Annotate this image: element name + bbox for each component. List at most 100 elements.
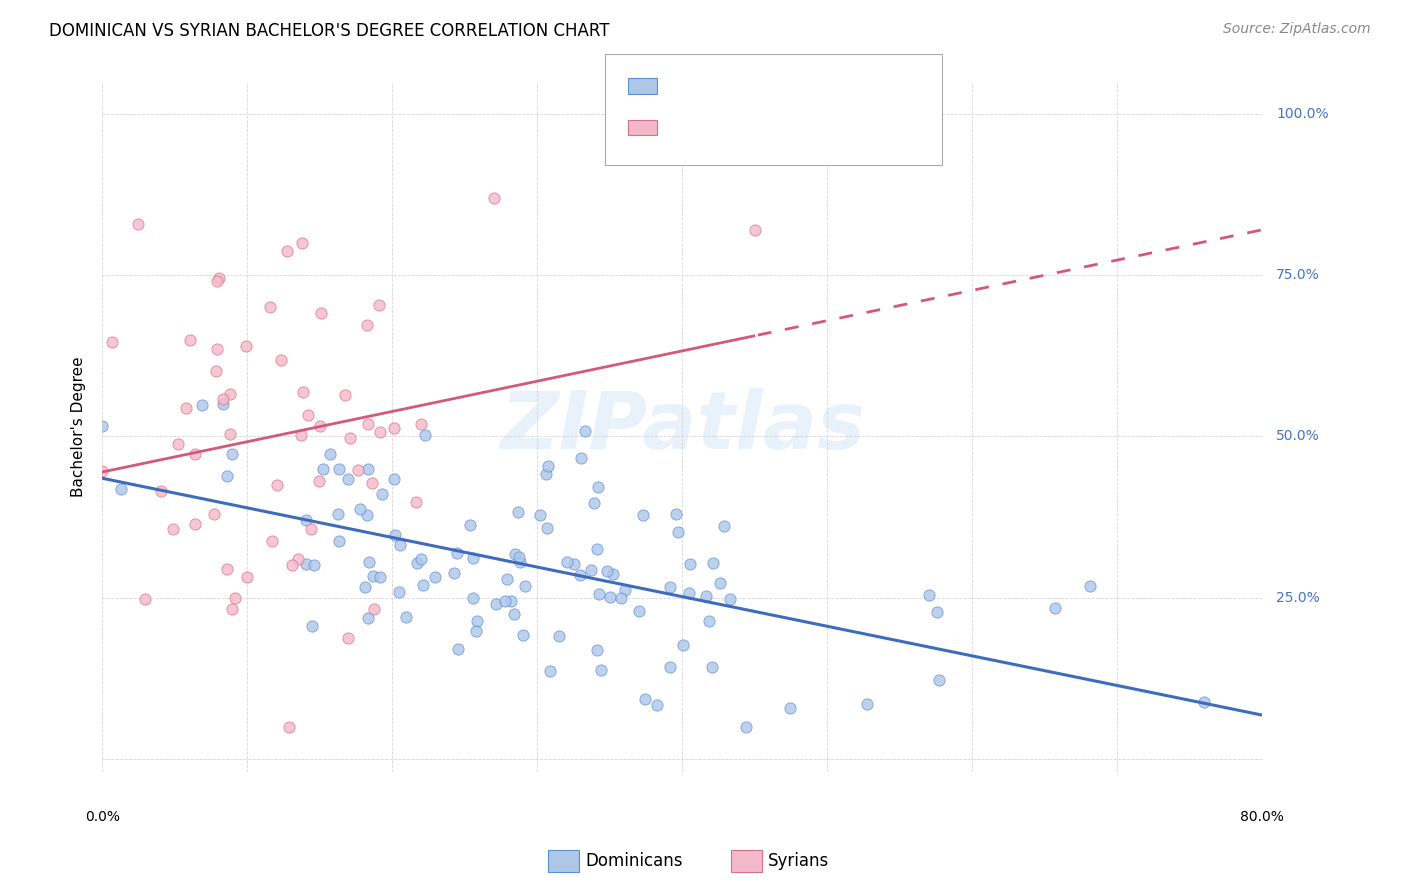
Point	[1192, 695, 1215, 709]
Point	[672, 638, 695, 652]
Point	[311, 306, 333, 320]
Point	[583, 496, 606, 510]
Point	[357, 555, 380, 569]
Point	[371, 487, 394, 501]
Point	[588, 587, 610, 601]
Point	[591, 664, 613, 678]
Point	[184, 447, 207, 461]
Text: Source: ZipAtlas.com: Source: ZipAtlas.com	[1223, 22, 1371, 37]
Point	[538, 664, 561, 678]
Point	[174, 401, 197, 416]
Text: 50.0%: 50.0%	[1277, 429, 1320, 443]
Point	[665, 508, 688, 522]
Point	[495, 594, 517, 608]
Point	[202, 508, 225, 522]
Point	[357, 417, 380, 432]
Point	[382, 420, 405, 434]
Point	[634, 691, 657, 706]
Point	[218, 427, 240, 442]
Point	[405, 495, 427, 509]
Point	[461, 551, 484, 566]
Point	[356, 508, 378, 522]
Point	[319, 448, 342, 462]
Point	[602, 567, 624, 582]
Point	[91, 419, 114, 434]
Point	[212, 392, 235, 407]
Point	[495, 572, 517, 586]
Point	[506, 505, 529, 519]
Point	[700, 659, 723, 673]
Point	[695, 590, 717, 604]
Point	[207, 342, 229, 356]
Point	[702, 556, 724, 570]
Point	[167, 437, 190, 451]
Point	[299, 522, 322, 536]
Point	[569, 450, 592, 465]
Point	[356, 611, 378, 625]
Point	[266, 478, 288, 492]
Point	[633, 508, 655, 523]
Point	[354, 580, 377, 594]
Point	[610, 591, 633, 605]
Point	[368, 425, 391, 440]
Point	[328, 533, 350, 548]
Point	[447, 642, 470, 657]
Point	[666, 524, 689, 539]
Point	[413, 428, 436, 442]
Text: DOMINICAN VS SYRIAN BACHELOR'S DEGREE CORRELATION CHART: DOMINICAN VS SYRIAN BACHELOR'S DEGREE CO…	[49, 22, 610, 40]
Point	[1043, 601, 1066, 615]
Point	[328, 507, 350, 521]
Point	[294, 557, 316, 571]
Point	[406, 556, 429, 570]
Point	[308, 474, 330, 488]
Point	[503, 547, 526, 561]
Point	[205, 364, 228, 378]
Point	[221, 602, 243, 616]
Text: Syrians: Syrians	[768, 852, 830, 871]
Point	[347, 463, 370, 477]
Point	[339, 432, 361, 446]
Point	[278, 720, 301, 734]
Point	[212, 397, 235, 411]
Text: 0.0%: 0.0%	[84, 810, 120, 823]
Point	[658, 580, 681, 594]
Point	[709, 576, 731, 591]
Point	[179, 333, 201, 347]
Text: 25.0%: 25.0%	[1277, 591, 1320, 605]
Point	[221, 447, 243, 461]
Point	[855, 698, 877, 712]
Point	[678, 586, 700, 600]
Point	[262, 533, 284, 548]
Point	[150, 484, 173, 499]
Point	[219, 386, 242, 401]
Point	[509, 556, 531, 570]
Point	[302, 558, 325, 573]
Point	[388, 538, 411, 552]
Point	[735, 720, 758, 734]
Point	[586, 643, 609, 657]
Point	[645, 698, 668, 712]
Point	[627, 604, 650, 618]
Point	[287, 551, 309, 566]
Point	[529, 508, 551, 522]
Point	[235, 570, 257, 584]
Point	[501, 594, 523, 608]
Point	[291, 384, 314, 399]
Point	[697, 614, 720, 628]
Point	[482, 191, 505, 205]
Point	[927, 606, 949, 620]
Point	[534, 467, 557, 481]
Point	[91, 464, 114, 478]
Point	[357, 462, 380, 476]
Point	[110, 482, 132, 496]
Point	[224, 591, 246, 605]
Point	[613, 583, 636, 598]
Point	[208, 270, 231, 285]
Point	[134, 592, 156, 607]
Point	[276, 244, 298, 258]
Point	[536, 458, 558, 473]
Point	[512, 628, 534, 642]
Point	[217, 469, 239, 483]
Point	[312, 461, 335, 475]
Text: R =  0.065   N =  52: R = 0.065 N = 52	[668, 119, 835, 136]
